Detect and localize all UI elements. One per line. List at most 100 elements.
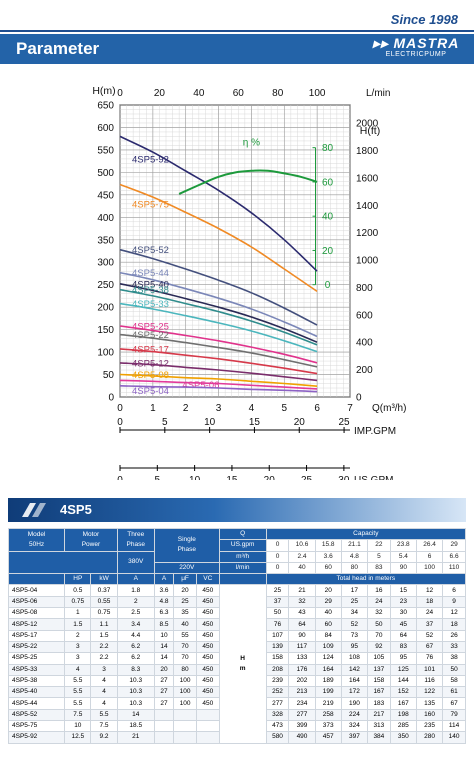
table-cell: 14	[116, 708, 155, 722]
table-cell: 3	[64, 640, 92, 654]
table-cell: 2	[116, 595, 155, 609]
table-cell: 12	[442, 607, 466, 620]
table-cell: 76	[415, 652, 444, 665]
plot-area	[119, 104, 351, 398]
table-cell: 14	[153, 640, 175, 654]
table-cell: 60	[314, 618, 342, 631]
table-cell: 50	[367, 618, 391, 631]
table-cell: 61	[442, 686, 466, 699]
table-cell: 37	[415, 618, 444, 631]
table-cell: 100	[173, 697, 197, 710]
th-lmin: l/min	[218, 561, 267, 575]
table-cell: 450	[195, 618, 220, 631]
th-uf: μF	[173, 573, 197, 586]
us-gpm-label: 15	[226, 475, 238, 480]
table-cell: 100	[173, 686, 197, 699]
table-cell	[195, 708, 220, 722]
table-cell: 277	[288, 708, 316, 722]
table-cell: 0.55	[90, 595, 118, 609]
table-cell: 152	[389, 686, 417, 699]
series-label: 4SP5-52	[132, 245, 169, 256]
table-cell: 122	[415, 686, 444, 699]
table-cell: 133	[288, 652, 316, 665]
table-cell: 64	[288, 618, 316, 631]
curve-4sp5-52	[119, 248, 318, 326]
y-tick-label: 650	[97, 101, 114, 112]
table-cell: 137	[367, 663, 391, 676]
y2-tick-label: 1600	[356, 173, 379, 184]
usgpm-cell: 10.6	[288, 539, 316, 552]
table-cell: 313	[367, 720, 391, 733]
imp-gpm-label: 5	[162, 417, 168, 428]
table-cell: 2.5	[116, 607, 155, 620]
table-cell: 280	[415, 731, 444, 744]
th-empty	[7, 573, 66, 586]
table-cell: 29	[314, 595, 342, 609]
table-cell: 6.3	[153, 607, 175, 620]
th-kw: kW	[90, 573, 118, 586]
th-hp: HP	[64, 573, 92, 586]
x-tick-label: 2	[183, 403, 189, 414]
series-label: 4SP5-17	[132, 344, 169, 355]
table-cell: 450	[195, 663, 220, 676]
table-cell: 24	[415, 607, 444, 620]
table-cell: 373	[314, 720, 342, 733]
table-cell: 1.5	[90, 629, 118, 642]
us-gpm-label: 10	[189, 475, 201, 480]
table-cell: 116	[415, 674, 444, 688]
table-cell: 101	[415, 663, 444, 676]
table-cell: 450	[195, 640, 220, 654]
table-cell: 450	[195, 686, 220, 699]
table-cell: 70	[367, 629, 391, 642]
series-label: 4SP5-33	[132, 299, 169, 310]
th-220v: 220V	[153, 561, 220, 575]
table-cell: 139	[265, 640, 290, 654]
curve-4sp5-38	[119, 288, 318, 346]
table-cell: 67	[442, 697, 466, 710]
table-cell: 350	[389, 731, 417, 744]
table-cell: 18	[442, 618, 466, 631]
table-cell: 108	[340, 652, 369, 665]
table-cell: 135	[415, 697, 444, 710]
table-cell: 4	[90, 674, 118, 688]
table-cell: 473	[265, 720, 290, 733]
model-cell: 4SP5-38	[7, 674, 66, 688]
table-cell: 100	[173, 674, 197, 688]
table-cell: 14	[153, 652, 175, 665]
model-cell: 4SP5-40	[7, 686, 66, 699]
table-cell: 3	[90, 663, 118, 676]
table-cell: 15	[389, 584, 417, 597]
table-cell: 158	[367, 674, 391, 688]
table-cell	[173, 708, 197, 722]
y-tick-label: 100	[97, 348, 114, 359]
us-gpm-unit: US.GPM	[354, 475, 393, 480]
table-cell: 384	[367, 731, 391, 744]
table-cell: 40	[314, 607, 342, 620]
table-cell: 25	[340, 595, 369, 609]
table-cell: 9	[442, 595, 466, 609]
y2-tick-label: 1400	[356, 201, 379, 212]
table-row: 4SP5-92 12.5 9.2 21 580 490 457 397 384 350 280 140	[7, 731, 466, 744]
model-cell: 4SP5-06	[7, 595, 66, 609]
table-cell: 140	[442, 731, 466, 744]
lmin-cell: 90	[389, 561, 417, 575]
th-q-empty	[218, 573, 267, 586]
imp-gpm-label: 10	[204, 417, 216, 428]
table-cell: 3.4	[116, 618, 155, 631]
table-cell: 25	[173, 595, 197, 609]
table-cell: 92	[367, 640, 391, 654]
table-cell: 45	[389, 618, 417, 631]
table-cell: 27	[153, 674, 175, 688]
usgpm-cell: 0	[265, 539, 290, 552]
y2-tick-label: 200	[356, 365, 373, 376]
table-cell: 10.3	[116, 697, 155, 710]
series-label: 4SP5-75	[132, 199, 169, 210]
th-q: Q	[218, 527, 267, 541]
y2-tick-label: 0	[356, 393, 362, 404]
table-cell: 125	[389, 663, 417, 676]
table-cell: 224	[340, 708, 369, 722]
table-cell: 490	[288, 731, 316, 744]
table-cell: 5.5	[64, 686, 92, 699]
y2-tick-label: 1800	[356, 146, 379, 157]
